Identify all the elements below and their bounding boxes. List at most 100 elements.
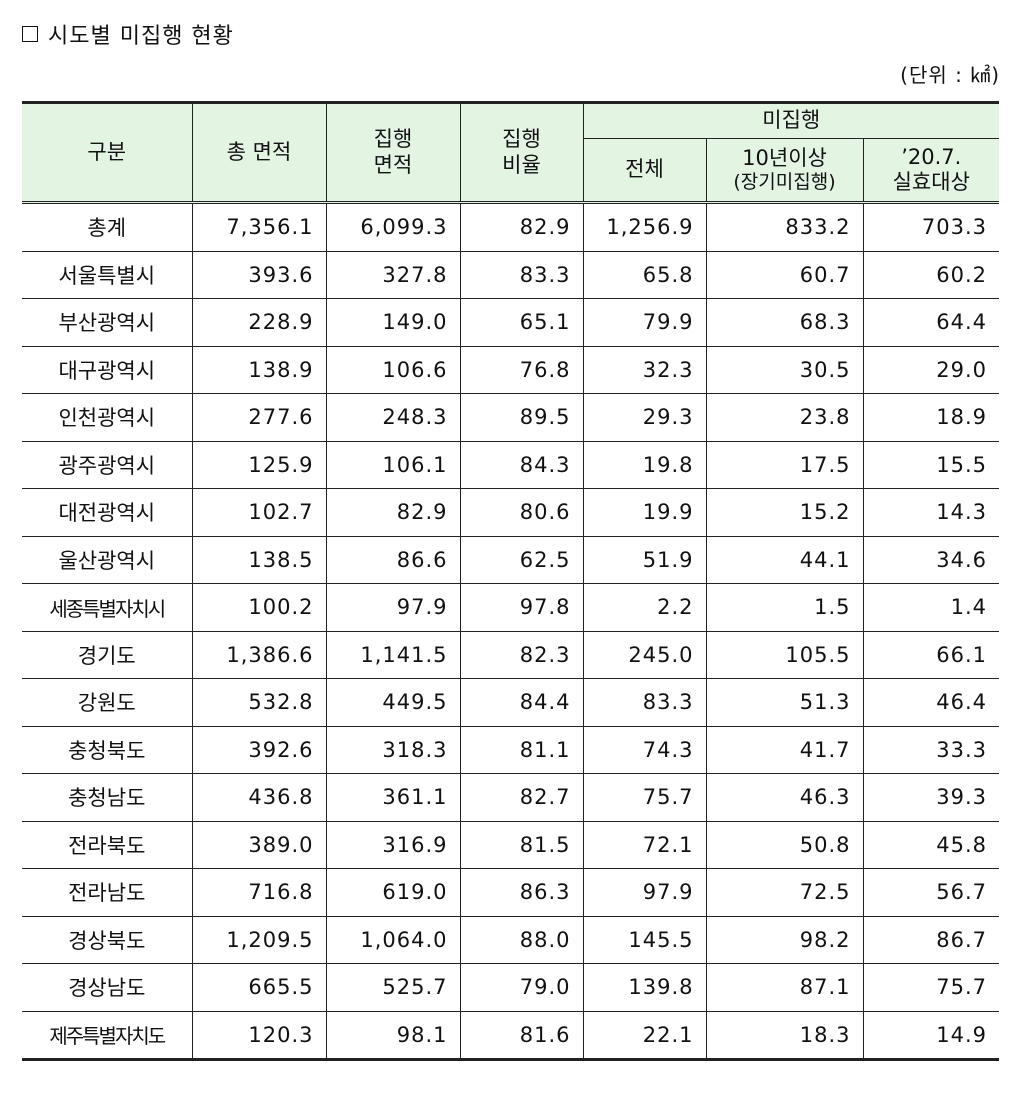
header-exec-ratio-line1: 집행	[502, 127, 541, 152]
cell-exec-area: 98.1	[325, 1010, 461, 1061]
cell-unexec-total: 79.9	[582, 298, 707, 347]
cell-over10: 51.3	[705, 678, 864, 727]
title-text: 시도별 미집행 현황	[48, 24, 234, 49]
cell-over10: 60.7	[705, 250, 864, 299]
cell-exec-area: 1,064.0	[325, 915, 461, 964]
cell-exec-area: 86.6	[325, 535, 461, 584]
cell-over10: 98.2	[705, 915, 864, 964]
header-lapse-line2: 실효대상	[892, 170, 970, 194]
table-body: 총계 7,356.1 6,099.3 82.9 1,256.9 833.2 703.3 서울특…	[22, 202, 1000, 1061]
table-row: 광주광역시 125.9 106.1 84.3 19.8 17.5 15.5	[22, 440, 1000, 489]
cell-exec-area: 82.9	[325, 488, 461, 537]
cell-exec-area: 248.3	[325, 393, 461, 442]
cell-unexec-total: 145.5	[582, 915, 707, 964]
cell-lapse: 1.4	[862, 583, 1000, 632]
header-exec-ratio-line2: 비율	[502, 152, 541, 177]
cell-exec-area: 6,099.3	[325, 202, 461, 252]
cell-exec-area: 361.1	[325, 773, 461, 822]
header-lapse: ’20.7. 실효대상	[862, 138, 1000, 204]
cell-region: 울산광역시	[22, 535, 193, 584]
table-row: 세종특별자치시 100.2 97.9 97.8 2.2 1.5 1.4	[22, 583, 1000, 632]
cell-unexec-total: 29.3	[582, 393, 707, 442]
cell-region: 충청북도	[22, 725, 193, 774]
cell-region: 서울특별시	[22, 250, 193, 299]
cell-over10: 30.5	[705, 345, 864, 394]
cell-total-area: 125.9	[191, 440, 327, 489]
cell-unexec-total: 139.8	[582, 963, 707, 1012]
cell-lapse: 14.3	[862, 488, 1000, 537]
cell-exec-area: 318.3	[325, 725, 461, 774]
cell-unexec-total: 97.9	[582, 868, 707, 917]
cell-region: 경상북도	[22, 915, 193, 964]
table-row: 대구광역시 138.9 106.6 76.8 32.3 30.5 29.0	[22, 345, 1000, 394]
cell-unexec-total: 32.3	[582, 345, 707, 394]
cell-exec-ratio: 82.9	[459, 202, 584, 252]
cell-exec-ratio: 76.8	[459, 345, 584, 394]
cell-exec-area: 106.1	[325, 440, 461, 489]
cell-over10: 72.5	[705, 868, 864, 917]
cell-region: 충청남도	[22, 773, 193, 822]
cell-region: 세종특별자치시	[22, 583, 193, 632]
cell-unexec-total: 2.2	[582, 583, 707, 632]
cell-lapse: 46.4	[862, 678, 1000, 727]
cell-lapse: 34.6	[862, 535, 1000, 584]
cell-exec-area: 1,141.5	[325, 630, 461, 679]
cell-over10: 50.8	[705, 820, 864, 869]
cell-over10: 1.5	[705, 583, 864, 632]
cell-total-area: 1,209.5	[191, 915, 327, 964]
cell-unexec-total: 74.3	[582, 725, 707, 774]
cell-unexec-total: 1,256.9	[582, 202, 707, 252]
cell-exec-ratio: 81.1	[459, 725, 584, 774]
cell-unexec-total: 75.7	[582, 773, 707, 822]
cell-exec-area: 327.8	[325, 250, 461, 299]
cell-total-area: 393.6	[191, 250, 327, 299]
cell-lapse: 66.1	[862, 630, 1000, 679]
table-row: 충청북도 392.6 318.3 81.1 74.3 41.7 33.3	[22, 725, 1000, 774]
cell-unexec-total: 51.9	[582, 535, 707, 584]
cell-over10: 833.2	[705, 202, 864, 252]
table-row: 대전광역시 102.7 82.9 80.6 19.9 15.2 14.3	[22, 488, 1000, 537]
cell-total-area: 532.8	[191, 678, 327, 727]
cell-lapse: 56.7	[862, 868, 1000, 917]
cell-over10: 68.3	[705, 298, 864, 347]
table-row: 강원도 532.8 449.5 84.4 83.3 51.3 46.4	[22, 678, 1000, 727]
cell-total-area: 389.0	[191, 820, 327, 869]
cell-lapse: 15.5	[862, 440, 1000, 489]
cell-total-area: 138.5	[191, 535, 327, 584]
cell-exec-area: 106.6	[325, 345, 461, 394]
cell-region: 대전광역시	[22, 488, 193, 537]
cell-exec-ratio: 82.7	[459, 773, 584, 822]
header-over10-line1: 10년이상	[742, 146, 827, 170]
cell-exec-ratio: 84.3	[459, 440, 584, 489]
cell-lapse: 33.3	[862, 725, 1000, 774]
table-row: 제주특별자치도 120.3 98.1 81.6 22.1 18.3 14.9	[22, 1010, 1000, 1061]
header-exec-ratio: 집행 비율	[459, 102, 584, 204]
cell-exec-ratio: 62.5	[459, 535, 584, 584]
cell-region: 대구광역시	[22, 345, 193, 394]
cell-lapse: 703.3	[862, 202, 1000, 252]
table-row: 울산광역시 138.5 86.6 62.5 51.9 44.1 34.6	[22, 535, 1000, 584]
table-row: 전라북도 389.0 316.9 81.5 72.1 50.8 45.8	[22, 820, 1000, 869]
cell-lapse: 14.9	[862, 1010, 1000, 1061]
cell-region: 전라남도	[22, 868, 193, 917]
cell-over10: 41.7	[705, 725, 864, 774]
cell-over10: 15.2	[705, 488, 864, 537]
cell-total-area: 100.2	[191, 583, 327, 632]
cell-region: 부산광역시	[22, 298, 193, 347]
cell-exec-ratio: 84.4	[459, 678, 584, 727]
cell-region: 광주광역시	[22, 440, 193, 489]
cell-total-area: 665.5	[191, 963, 327, 1012]
table-row: 총계 7,356.1 6,099.3 82.9 1,256.9 833.2 703.3	[22, 202, 1000, 252]
cell-region: 강원도	[22, 678, 193, 727]
cell-over10: 23.8	[705, 393, 864, 442]
cell-over10: 105.5	[705, 630, 864, 679]
cell-total-area: 102.7	[191, 488, 327, 537]
header-over10-line2: (장기미집행)	[733, 171, 836, 194]
checkbox-square-icon	[22, 26, 38, 42]
header-total-area: 총 면적	[191, 102, 327, 204]
table-row: 부산광역시 228.9 149.0 65.1 79.9 68.3 64.4	[22, 298, 1000, 347]
table-row: 경상남도 665.5 525.7 79.0 139.8 87.1 75.7	[22, 963, 1000, 1012]
cell-over10: 17.5	[705, 440, 864, 489]
cell-lapse: 39.3	[862, 773, 1000, 822]
cell-over10: 87.1	[705, 963, 864, 1012]
